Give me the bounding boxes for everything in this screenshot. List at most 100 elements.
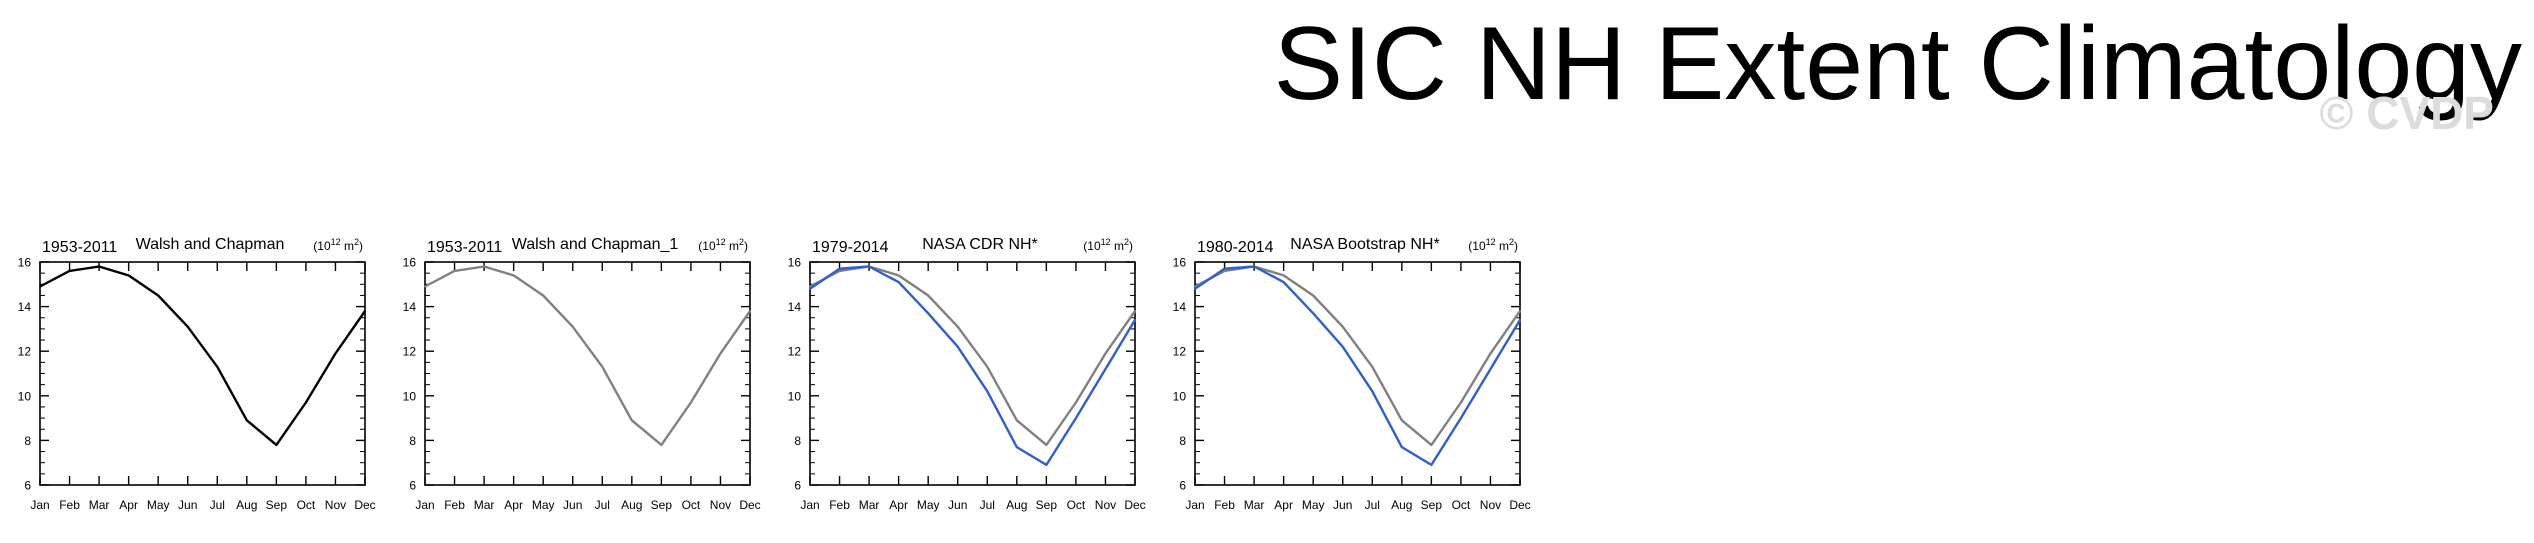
- x-tick-label: Nov: [710, 498, 731, 512]
- y-tick-label: 10: [1173, 389, 1187, 403]
- data-point: [986, 390, 989, 393]
- panel-title: Walsh and Chapman: [136, 236, 285, 253]
- x-tick-label: Oct: [682, 498, 701, 512]
- panel-title: NASA Bootstrap NH*: [1290, 236, 1439, 253]
- x-tick-label: Aug: [621, 498, 642, 512]
- series-line-1: [39, 265, 366, 447]
- x-tick-label: Sep: [1036, 498, 1058, 512]
- x-tick-label: Oct: [297, 498, 316, 512]
- data-point: [424, 285, 426, 288]
- data-point: [1460, 401, 1462, 404]
- x-tick-label: Apr: [119, 498, 138, 512]
- x-tick-label: Sep: [266, 498, 288, 512]
- series-line-1: [809, 265, 1136, 447]
- data-point: [838, 270, 841, 272]
- data-point: [1045, 464, 1048, 466]
- data-point: [838, 267, 841, 270]
- data-point: [1312, 312, 1315, 315]
- y-tick-label: 12: [1173, 345, 1187, 359]
- y-tick-label: 14: [1173, 300, 1187, 314]
- series-line-2: [1194, 265, 1522, 467]
- units-label: (1012 m2): [1468, 237, 1518, 253]
- units-text: m: [726, 239, 739, 253]
- panel-years-label: 1979-2014: [812, 239, 889, 256]
- x-tick-label: Jul: [595, 498, 610, 512]
- x-tick-label: Aug: [1006, 498, 1027, 512]
- y-tick-label: 6: [409, 479, 416, 493]
- x-tick-label: Dec: [739, 498, 760, 512]
- units-superscript: 2: [739, 237, 744, 247]
- x-tick-label: Nov: [325, 498, 346, 512]
- units-text: (10: [313, 239, 331, 253]
- data-point: [719, 352, 722, 355]
- data-point: [1371, 390, 1374, 393]
- units-superscript: 12: [1101, 237, 1111, 247]
- units-text: (10: [698, 239, 716, 253]
- data-point: [1312, 294, 1315, 297]
- data-point: [1489, 368, 1492, 370]
- x-tick-label: Jan: [30, 498, 49, 512]
- data-point: [927, 294, 930, 297]
- units-superscript: 2: [1124, 237, 1129, 247]
- data-point: [483, 265, 485, 268]
- x-tick-label: Feb: [444, 498, 465, 512]
- y-tick-label: 10: [18, 389, 32, 403]
- series-line-2: [809, 265, 1137, 467]
- x-tick-label: Dec: [1509, 498, 1530, 512]
- x-tick-label: Aug: [1391, 498, 1412, 512]
- y-tick-label: 12: [403, 345, 417, 359]
- chart-panel-3: 6 8 10 12 14 16 Jan Feb Mar Apr May Jun Jul Aug Sep Oct…: [788, 236, 1146, 512]
- data-point: [39, 285, 41, 288]
- y-tick-label: 8: [794, 434, 801, 448]
- data-point: [809, 287, 811, 290]
- units-text: m: [341, 239, 354, 253]
- data-point: [157, 294, 160, 297]
- data-point: [186, 325, 189, 328]
- data-point: [956, 325, 959, 328]
- data-point: [305, 401, 307, 404]
- x-tick-label: Mar: [859, 498, 880, 512]
- chart-panel-1: 6 8 10 12 14 16 Jan Feb Mar Apr May Jun Jul Aug Sep Oct…: [18, 236, 376, 512]
- data-point: [1341, 325, 1344, 328]
- x-tick-label: Jun: [948, 498, 967, 512]
- panel-title: NASA CDR NH*: [922, 236, 1038, 253]
- units-text: ): [359, 239, 363, 253]
- y-tick-label: 12: [788, 345, 802, 359]
- x-tick-label: Nov: [1480, 498, 1501, 512]
- y-tick-label: 6: [24, 479, 31, 493]
- x-tick-label: Jan: [800, 498, 819, 512]
- plot-frame: [1194, 261, 1521, 486]
- y-tick-label: 8: [409, 434, 416, 448]
- y-tick-label: 14: [788, 300, 802, 314]
- units-text: (10: [1468, 239, 1486, 253]
- units-label: (1012 m2): [313, 237, 363, 253]
- x-tick-label: Jan: [415, 498, 434, 512]
- data-point: [68, 270, 71, 272]
- data-point: [1400, 419, 1403, 422]
- y-tick-label: 12: [18, 345, 32, 359]
- units-text: m: [1496, 239, 1509, 253]
- y-tick-label: 16: [18, 256, 32, 270]
- data-point: [1489, 352, 1492, 355]
- x-tick-label: May: [532, 498, 555, 512]
- data-point: [690, 401, 692, 404]
- data-point: [1075, 417, 1077, 419]
- data-point: [1075, 401, 1077, 404]
- data-point: [1134, 319, 1136, 321]
- units-superscript: 12: [331, 237, 341, 247]
- data-point: [542, 294, 545, 297]
- data-point: [1223, 270, 1226, 272]
- data-point: [809, 285, 811, 288]
- y-tick-label: 8: [1179, 434, 1186, 448]
- x-tick-label: Oct: [1452, 498, 1471, 512]
- page-title: SIC NH Extent Climatology: [1273, 6, 2522, 122]
- series-line-1: [424, 265, 751, 447]
- data-point: [1430, 443, 1433, 446]
- chart-panel-4: 6 8 10 12 14 16 Jan Feb Mar Apr May Jun Jul Aug Sep Oct…: [1173, 236, 1531, 512]
- data-point: [1282, 281, 1285, 283]
- y-tick-label: 6: [1179, 479, 1186, 493]
- x-tick-label: May: [147, 498, 170, 512]
- y-tick-label: 10: [788, 389, 802, 403]
- data-point: [1015, 446, 1018, 448]
